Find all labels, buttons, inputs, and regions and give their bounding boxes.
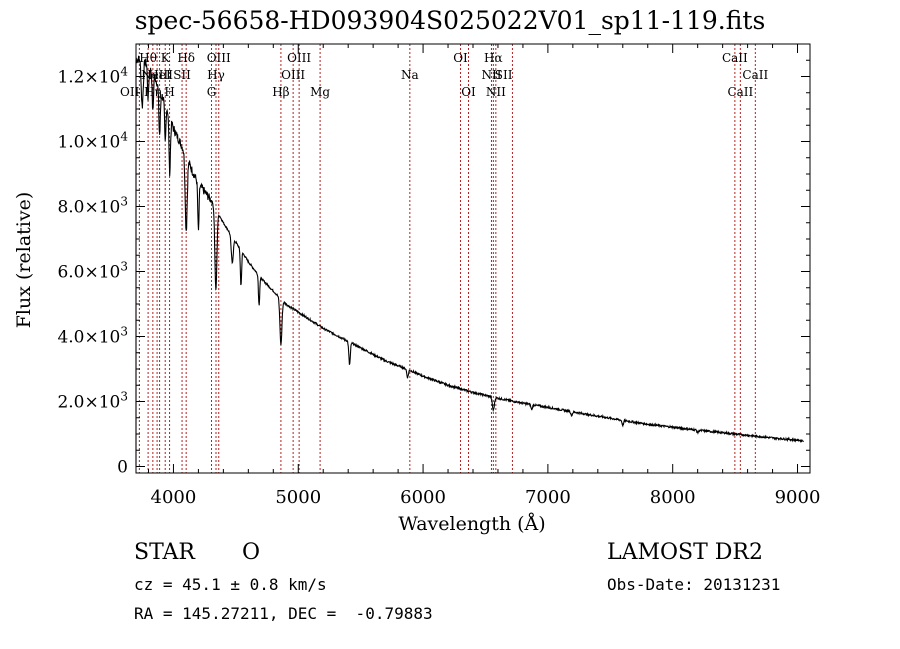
- y-tick-exponent: 3: [120, 390, 128, 404]
- spectral-line-label: HeI: [148, 68, 171, 82]
- spectral-line-label: K: [161, 51, 171, 65]
- spectral-line-label: SII: [173, 68, 191, 82]
- class-label: STAR: [134, 540, 195, 565]
- x-tick-label: 8000: [650, 487, 696, 508]
- x-axis-label: Wavelength (Å): [398, 513, 545, 535]
- plot-frame: [135, 43, 811, 474]
- spectral-line-label: Mg: [310, 85, 330, 99]
- coordinates-text: RA = 145.27211, DEC = -0.79883: [134, 604, 433, 623]
- spectral-line-label: CaII: [727, 85, 753, 99]
- y-tick-label: 1.2×104: [57, 65, 128, 88]
- y-tick-exponent: 3: [120, 195, 128, 209]
- spectral-line-label: H: [164, 85, 174, 99]
- y-tick-label: 6.0×103: [57, 260, 128, 283]
- y-tick-mantissa: 1.0×10: [57, 133, 120, 153]
- spectral-line-label: NeIII: [141, 68, 173, 82]
- spectrum-line: [135, 55, 804, 467]
- x-tick-label: 7000: [525, 487, 571, 508]
- spectral-line-label: NII: [481, 68, 501, 82]
- obs-date-text: Obs-Date: 20131231: [607, 575, 781, 594]
- y-tick-mantissa: 0: [117, 458, 128, 478]
- class-value: O: [242, 540, 261, 565]
- y-tick-exponent: 4: [120, 130, 128, 144]
- spectral-line-label: OII: [120, 85, 140, 99]
- spectral-line-label: Hβ: [272, 85, 289, 99]
- spectral-line-label: Hγ: [207, 68, 225, 82]
- y-axis-label: Flux (relative): [13, 192, 35, 329]
- x-tick-label: 6000: [400, 487, 446, 508]
- spectral-line-label: Hα: [484, 51, 503, 65]
- spectral-line-label: Hδ: [177, 51, 195, 65]
- y-tick-label: 0: [117, 458, 128, 478]
- spectral-line-label: NII: [486, 85, 506, 99]
- survey-name: LAMOST DR2: [607, 540, 763, 565]
- spectral-line-label: OI: [461, 85, 476, 99]
- redshift-text: cz = 45.1 ± 0.8 km/s: [134, 575, 327, 594]
- y-tick-label: 4.0×103: [57, 325, 128, 348]
- y-tick-mantissa: 4.0×10: [57, 328, 120, 348]
- spectral-line-label: Na: [401, 68, 419, 82]
- y-tick-exponent: 3: [120, 260, 128, 274]
- y-tick-mantissa: 1.2×10: [57, 68, 120, 88]
- spectral-line-label: OIII: [207, 51, 231, 65]
- y-tick-label: 8.0×103: [57, 195, 128, 218]
- spectral-line-label: G: [207, 85, 217, 99]
- spectral-line-label: OIII: [287, 51, 311, 65]
- y-tick-exponent: 4: [120, 65, 128, 79]
- spectral-line-label: SII: [495, 68, 513, 82]
- spectral-line-label: CaII: [722, 51, 748, 65]
- spectral-line-label: OIII: [281, 68, 305, 82]
- y-tick-mantissa: 6.0×10: [57, 263, 120, 283]
- y-tick-label: 2.0×103: [57, 390, 128, 413]
- spectral-line-label: CaII: [742, 68, 768, 82]
- y-tick-exponent: 3: [120, 325, 128, 339]
- spectral-line-label: Hθ: [139, 51, 157, 65]
- y-tick-mantissa: 8.0×10: [57, 198, 120, 218]
- x-tick-label: 5000: [275, 487, 321, 508]
- spectral-line-label: Hη: [144, 85, 162, 99]
- spectral-line-label: OI: [453, 51, 468, 65]
- chart-title: spec-56658-HD093904S025022V01_sp11-119.f…: [134, 6, 766, 35]
- y-tick-mantissa: 2.0×10: [57, 393, 120, 413]
- y-tick-label: 1.0×104: [57, 130, 128, 153]
- x-tick-label: 9000: [775, 487, 821, 508]
- x-tick-label: 4000: [151, 487, 197, 508]
